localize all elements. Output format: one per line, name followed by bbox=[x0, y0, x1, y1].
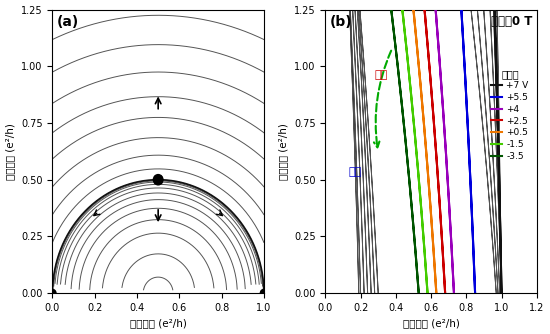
Text: 磁場：0 T: 磁場：0 T bbox=[491, 15, 532, 28]
Y-axis label: 縦伝導度 (e²/h): 縦伝導度 (e²/h) bbox=[278, 123, 288, 180]
X-axis label: 横伝導度 (e²/h): 横伝導度 (e²/h) bbox=[130, 318, 186, 328]
Y-axis label: 縦伝導度 (e²/h): 縦伝導度 (e²/h) bbox=[6, 123, 15, 180]
X-axis label: 横伝導度 (e²/h): 横伝導度 (e²/h) bbox=[403, 318, 459, 328]
Circle shape bbox=[261, 290, 267, 297]
Circle shape bbox=[153, 175, 163, 185]
Text: 低温: 低温 bbox=[348, 167, 361, 177]
Text: (a): (a) bbox=[57, 15, 79, 29]
Legend: +7 V, +5.5, +4, +2.5, +0.5, -1.5, -3.5: +7 V, +5.5, +4, +2.5, +0.5, -1.5, -3.5 bbox=[487, 65, 532, 164]
Text: (b): (b) bbox=[329, 15, 352, 29]
Circle shape bbox=[49, 290, 56, 297]
Text: 高温: 高温 bbox=[375, 69, 388, 79]
